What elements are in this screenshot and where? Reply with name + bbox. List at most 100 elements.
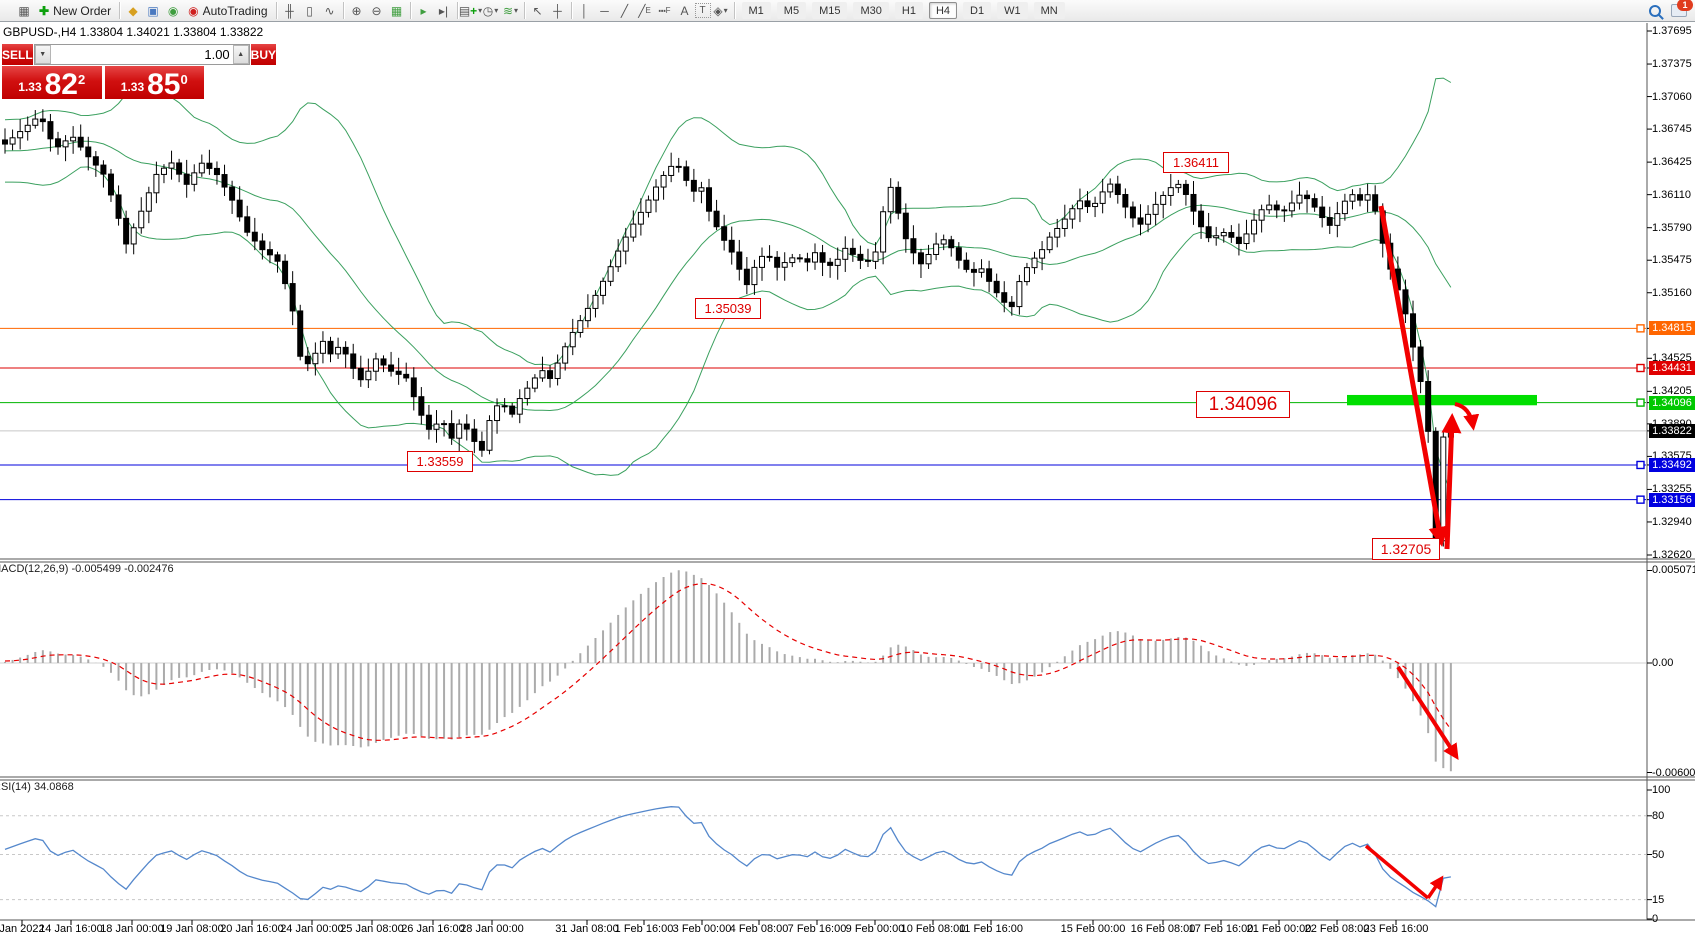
time-label: 31 Jan 08:00 [555, 923, 619, 935]
equidistant-channel-tool-icon[interactable]: ╱ E [638, 3, 651, 18]
timeframe-button-m5[interactable]: M5 [776, 2, 807, 19]
timeframe-button-m30[interactable]: M30 [853, 2, 889, 19]
timeframe-button-h1[interactable]: H1 [894, 2, 923, 19]
price-tick: 1.37375 [1652, 58, 1692, 71]
chat-icon[interactable]: 1 [1671, 0, 1693, 17]
buy-price-button[interactable]: 1.33 85 0 [104, 66, 204, 100]
rsi-axis-label: 80 [1652, 809, 1665, 822]
rsi-axis-label: 15 [1652, 893, 1665, 906]
macd-indicator-label: MACD(12,26,9) -0.005499 -0.002476 [0, 563, 174, 575]
time-label: 15 Feb 00:00 [1060, 923, 1126, 935]
rsi-name: RSI(14) [0, 781, 31, 793]
time-label: 21 Feb 00:00 [1246, 923, 1312, 935]
price-tick: 1.37695 [1652, 25, 1692, 37]
rsi-panel[interactable] [0, 780, 1647, 920]
timeframe-button-w1[interactable]: W1 [997, 2, 1028, 19]
annotation-price-label: 1.34096 [1196, 391, 1290, 418]
arrows-tool-icon[interactable]: ◈ ▾ [713, 3, 728, 18]
search-icon[interactable] [1649, 4, 1661, 17]
line-chart-type-icon[interactable]: ∿ [324, 3, 335, 18]
macd-values: -0.005499 -0.002476 [71, 563, 174, 575]
time-label: 11 Feb 16:00 [958, 923, 1024, 935]
auto-scroll-icon[interactable]: ▸ [420, 3, 427, 18]
candlestick-type-icon[interactable]: ▯ [306, 3, 313, 18]
text-tool-icon[interactable]: A [680, 3, 689, 18]
chart-shift-icon[interactable]: ▸| [438, 3, 449, 18]
volume-down-button[interactable]: ▼ [34, 45, 51, 64]
rsi-axis-label: 0 [1652, 913, 1659, 925]
main-toolbar: ▦ ✚ New Order ◆ ▣ ◉ ◉ AutoTrading ╫ ▯ ∿ … [0, 0, 1695, 22]
chart-title: GBPUSD-,H4 1.33804 1.34021 1.33804 1.338… [3, 25, 264, 39]
timeframe-button-m15[interactable]: M15 [812, 2, 848, 19]
volume-up-button[interactable]: ▲ [232, 45, 249, 64]
price-tick: 1.36745 [1652, 123, 1692, 136]
tile-windows-icon[interactable]: ▦ [390, 3, 403, 18]
toolbar-separator [342, 2, 344, 19]
main-chart-panel[interactable] [0, 23, 1647, 559]
timeframe-button-m1[interactable]: M1 [741, 2, 771, 19]
signals-icon[interactable]: ◉ [167, 3, 179, 18]
price-tick: 1.35475 [1652, 254, 1692, 267]
autotrading-button[interactable]: ◉ AutoTrading [183, 1, 272, 20]
buy-button[interactable]: BUY [250, 44, 277, 65]
bar-chart-type-icon[interactable]: ╫ [285, 3, 294, 18]
sell-price-button[interactable]: 1.33 82 2 [2, 66, 102, 101]
annotation-price-label: 1.35039 [695, 298, 761, 319]
macd-name: MACD(12,26,9) [0, 563, 69, 575]
rsi-axis-label: 100 [1652, 784, 1671, 796]
annotation-price-label: 1.33559 [407, 451, 473, 472]
toolbar-separator [119, 2, 121, 19]
horizontal-line-tool-icon[interactable]: ─ [600, 3, 609, 18]
sell-button[interactable]: SELL [2, 44, 33, 65]
volume-input[interactable] [50, 45, 233, 64]
time-label: 4 Feb 08:00 [729, 923, 789, 935]
time-label: 3 Feb 00:00 [672, 923, 732, 935]
zoom-out-icon[interactable]: ⊖ [371, 3, 382, 18]
sell-price-big: 82 [44, 68, 78, 101]
macd-axis-label: 0.005071 [1652, 564, 1695, 577]
toolbar-separator [275, 2, 277, 19]
crosshair-tool-icon[interactable]: ┼ [553, 3, 562, 18]
price-tick: 1.32940 [1652, 515, 1692, 528]
annotation-price-label: 1.32705 [1372, 538, 1440, 560]
fibonacci-tool-icon[interactable]: ┅ F [658, 3, 671, 18]
time-label: 17 Feb 16:00 [1188, 923, 1254, 935]
price-line-label: 1.34096 [1649, 395, 1695, 410]
price-tick: 1.37060 [1652, 90, 1692, 103]
time-label: 9 Feb 00:00 [845, 923, 905, 935]
period-clock-icon[interactable]: ◷ ▾ [482, 3, 499, 18]
price-line-label: 1.33822 [1649, 423, 1695, 438]
zoom-in-icon[interactable]: ⊕ [351, 3, 362, 18]
vertical-line-tool-icon[interactable]: │ [580, 3, 589, 18]
rsi-indicator-label: RSI(14) 34.0868 [0, 781, 74, 793]
time-label: 16 Feb 08:00 [1130, 923, 1196, 935]
time-label: 23 Feb 16:00 [1363, 923, 1429, 935]
sell-price-small: 1.33 [18, 80, 42, 94]
time-label: 25 Jan 08:00 [340, 923, 404, 935]
new-chart-icon[interactable]: ▤ + ▾ [458, 3, 483, 18]
timeframe-button-h4[interactable]: H4 [928, 2, 957, 19]
autotrading-icon: ◉ [188, 3, 199, 18]
cursor-tool-icon[interactable]: ↖ [532, 3, 543, 18]
timeframe-button-mn[interactable]: MN [1033, 2, 1065, 19]
macd-axis-label: 0.00 [1652, 657, 1674, 669]
price-tick: 1.36425 [1652, 156, 1692, 169]
time-label: 24 Jan 00:00 [280, 923, 344, 935]
new-order-button[interactable]: ✚ New Order [34, 1, 116, 20]
timeframe-group: M1 M5 M15 M30 H1 H4 D1 W1 MN [741, 2, 1065, 19]
macd-panel[interactable] [0, 562, 1647, 777]
community-icon[interactable]: ▣ [147, 3, 159, 18]
timeframe-button-d1[interactable]: D1 [963, 2, 992, 19]
time-label: 7 Feb 16:00 [787, 923, 847, 935]
experts-icon[interactable]: ◆ [128, 3, 138, 18]
toolbar-separator [523, 2, 525, 19]
indicators-icon[interactable]: ≋ ▾ [502, 3, 519, 18]
chart-window-icon[interactable]: ▦ [18, 3, 30, 18]
price-tick: 1.34205 [1652, 385, 1692, 398]
trendline-tool-icon[interactable]: ╱ [620, 3, 629, 18]
buy-price-small: 1.33 [120, 80, 145, 94]
text-label-tool-icon[interactable]: T [694, 3, 711, 18]
price-tick: 1.35790 [1652, 221, 1692, 234]
time-label: 28 Jan 00:00 [460, 923, 524, 935]
